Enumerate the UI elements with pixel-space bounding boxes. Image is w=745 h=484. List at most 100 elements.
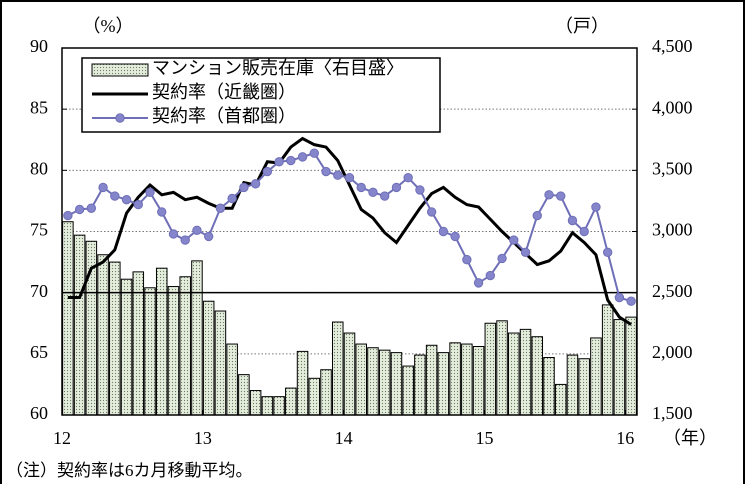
bar [578,358,590,416]
marker [391,182,402,193]
marker [344,172,355,183]
marker [532,210,542,221]
y2-tick-label: 2,000 [652,342,693,362]
marker [333,170,343,180]
y-tick-label: 60 [30,403,48,423]
marker [309,148,319,158]
bar [566,354,579,416]
marker [157,207,167,217]
bar [167,286,180,416]
marker [368,187,378,198]
bar [625,316,637,416]
marker [579,226,589,237]
bar [144,287,156,416]
marker [321,166,331,177]
bar [179,276,191,416]
bar [62,221,74,416]
marker [520,247,531,257]
marker [168,229,179,239]
x-tick-label: 13 [194,428,212,448]
marker [497,253,507,264]
bar [155,267,168,416]
marker [438,226,449,237]
bar [378,349,391,416]
marker [426,207,437,217]
x-tick-label: 15 [475,428,493,448]
x-unit-label: （年） [663,428,717,448]
marker [86,203,97,213]
y2-tick-label: 2,500 [652,281,693,301]
bar [437,352,450,416]
bar [554,383,567,416]
y2-tick-label: 3,500 [652,158,693,178]
bar [601,304,614,416]
y-tick-label: 75 [30,220,48,240]
marker [450,231,460,242]
marker [286,155,296,166]
marker [203,231,214,242]
y2-tick-label: 3,000 [652,220,693,240]
marker [110,191,120,201]
y-tick-label: 70 [30,281,48,301]
legend-label: 契約率（首都圏） [152,106,296,126]
legend-swatch [91,63,149,77]
bar [367,347,379,416]
marker [567,215,578,226]
bar [73,234,86,416]
x-tick-label: 14 [335,428,353,448]
bar [202,300,215,416]
marker [262,166,273,177]
marker [239,182,249,193]
bar [414,354,426,416]
marker [180,235,190,245]
marker [227,193,237,204]
bar [308,377,321,416]
bar [343,332,356,416]
y-tick-label: 65 [30,342,48,362]
marker [415,185,425,195]
marker [544,190,554,200]
marker [591,202,601,212]
bar [390,352,403,416]
bar [191,260,203,416]
bar [355,343,368,416]
bar [214,310,227,416]
marker [509,235,519,245]
line [67,136,632,326]
legend-label: 契約率（近畿圏） [152,82,296,102]
marker [602,247,613,257]
bar [97,254,109,416]
y-tick-label: 90 [30,36,48,56]
bar [461,343,473,416]
bar [484,322,497,416]
y2-tick-label: 1,500 [652,403,693,423]
bar [109,261,121,416]
bar [472,345,485,416]
marker [274,157,284,167]
legend-label: マンション販売在庫〈右目盛〉 [152,58,404,78]
bar [320,369,332,416]
bar [613,319,626,416]
y2-unit-label: （戸） [555,16,609,36]
bar [496,320,508,416]
note: （注）契約率は6カ月移動平均。 [6,461,253,480]
bar [543,357,555,416]
marker [380,191,390,201]
marker [462,254,472,265]
y-tick-label: 85 [30,97,48,117]
y-tick-label: 80 [30,158,48,178]
marker [403,172,413,183]
bar [508,332,520,416]
marker [98,182,108,193]
marker [63,210,73,221]
bar [120,278,133,416]
bar [238,374,250,416]
marker [614,292,625,303]
marker [133,199,143,210]
marker [485,270,496,281]
marker [297,152,308,162]
bar [590,337,602,416]
marker [121,194,132,205]
